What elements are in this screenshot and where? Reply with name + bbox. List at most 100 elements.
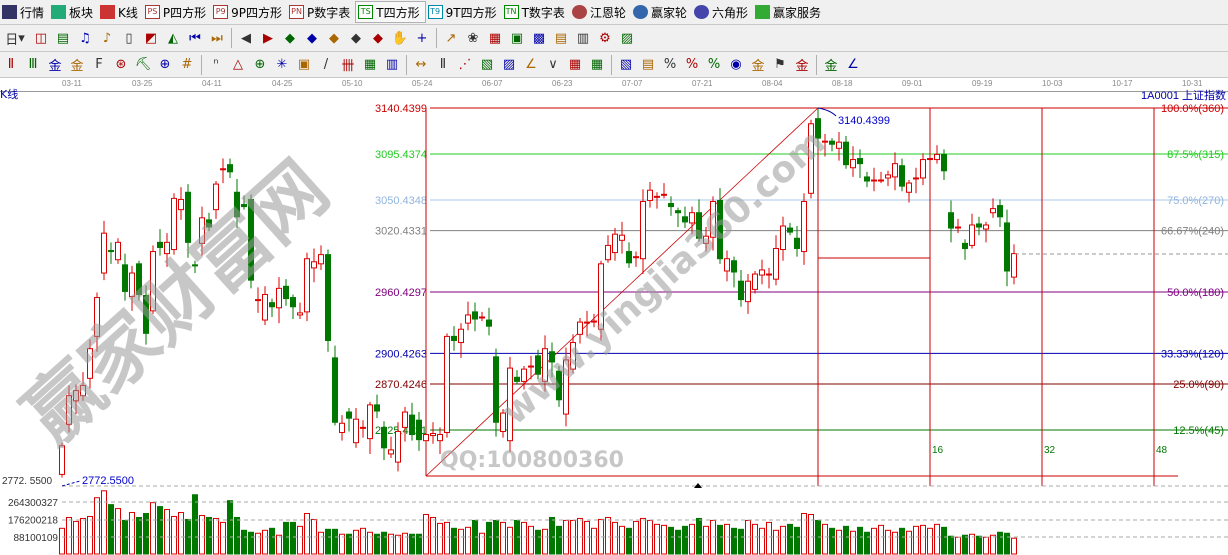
- parallel-icon[interactable]: Ⅲ: [28, 57, 38, 72]
- menu-t-number-table[interactable]: TN T数字表: [502, 1, 570, 23]
- menu-winner-wheel[interactable]: 赢家轮: [631, 1, 692, 23]
- slash-icon[interactable]: /: [323, 57, 329, 72]
- hash-icon[interactable]: #: [181, 57, 193, 72]
- date-tick-label: 08-04: [762, 79, 783, 88]
- bars9-icon[interactable]: ♪: [102, 30, 112, 46]
- circle-grid-icon[interactable]: ⊕: [159, 57, 171, 72]
- zigzag-icon[interactable]: ∨: [548, 57, 558, 72]
- expand-diamond-icon[interactable]: ◆: [329, 30, 339, 46]
- box-icon[interactable]: ▣: [297, 57, 311, 72]
- chart-icon[interactable]: ▦: [488, 30, 502, 46]
- hatch-icon[interactable]: ▧: [619, 57, 633, 72]
- menu-grid[interactable]: 行情: [0, 1, 49, 23]
- triangle-icon[interactable]: △: [233, 57, 243, 72]
- menu-gann-wheel[interactable]: 江恩轮: [570, 1, 631, 23]
- bars3-icon[interactable]: ♫: [79, 30, 91, 46]
- menu-dollar[interactable]: 赢家服务: [753, 1, 826, 23]
- volume-bar: [1011, 537, 1017, 555]
- gold3-icon[interactable]: 金: [824, 59, 838, 74]
- network-icon[interactable]: ⚙: [599, 30, 611, 46]
- target-icon[interactable]: ⊕: [254, 57, 266, 72]
- first-icon[interactable]: ⏮: [189, 30, 201, 46]
- candle-body: [703, 235, 709, 244]
- grid-b-icon[interactable]: ▦: [590, 57, 604, 72]
- fan-color-icon[interactable]: ◭: [168, 30, 178, 46]
- ruler-icon[interactable]: ▥: [385, 57, 399, 72]
- right-diamond-icon[interactable]: ◆: [307, 30, 317, 46]
- table-icon[interactable]: ▤: [641, 57, 655, 72]
- angle2-icon[interactable]: ∠: [847, 57, 859, 72]
- bracket-icon[interactable]: Ⅱ: [439, 57, 447, 72]
- candle-body: [913, 177, 919, 180]
- gold-icon[interactable]: 金: [48, 59, 62, 74]
- gold2-icon[interactable]: 金: [70, 59, 84, 74]
- grid-red-icon[interactable]: ▦: [363, 57, 377, 72]
- save-icon[interactable]: ▥: [576, 30, 590, 46]
- coin-icon[interactable]: ◉: [730, 57, 742, 72]
- pen-icon[interactable]: Ⅱ: [7, 57, 15, 72]
- next-icon[interactable]: ▶: [263, 30, 273, 46]
- menu-9p-square[interactable]: P9 9P四方形: [211, 1, 287, 23]
- crosshair-icon[interactable]: +: [416, 30, 428, 46]
- candle-body: [962, 242, 968, 249]
- menu-candles[interactable]: K线: [98, 1, 143, 23]
- menu-p-square[interactable]: PS P四方形: [143, 1, 211, 23]
- volume-bar: [66, 516, 72, 555]
- chart-style-icon[interactable]: ◩: [144, 30, 158, 46]
- fan-diag-icon[interactable]: ▨: [502, 57, 516, 72]
- angle-icon[interactable]: ∠: [525, 57, 537, 72]
- fan-icon[interactable]: ⋰: [458, 57, 472, 72]
- period-dropdown[interactable]: 日 ▾: [5, 30, 25, 48]
- star-icon[interactable]: ✳: [276, 57, 288, 72]
- window-icon[interactable]: ◫: [34, 30, 48, 46]
- left-diamond-icon[interactable]: ◆: [285, 30, 295, 46]
- volume-bar: [353, 529, 359, 555]
- grid-icon: [2, 5, 17, 19]
- percent-red-icon[interactable]: %: [663, 57, 677, 72]
- candle-body: [157, 241, 163, 248]
- volume-bar: [409, 533, 415, 555]
- prev-icon[interactable]: ◀: [241, 30, 251, 46]
- n2-icon[interactable]: ⁿ: [213, 57, 219, 72]
- volume-bar: [73, 520, 79, 555]
- shrink-diamond-icon[interactable]: ◆: [351, 30, 361, 46]
- print-icon[interactable]: ▨: [620, 30, 634, 46]
- volume-bar: [584, 520, 590, 555]
- calendar-icon[interactable]: ▣: [510, 30, 524, 46]
- candle: [192, 260, 198, 274]
- width-icon[interactable]: ↔: [415, 57, 427, 72]
- menu-label: T数字表: [521, 5, 565, 20]
- fan-box-icon[interactable]: ▧: [480, 57, 494, 72]
- candle: [941, 149, 947, 181]
- notepad-icon[interactable]: ▤: [56, 30, 70, 46]
- percent-line-icon[interactable]: %: [707, 57, 721, 72]
- figure-icon[interactable]: ❀: [467, 30, 479, 46]
- last-icon[interactable]: ⏭: [211, 30, 223, 46]
- menu-hexagon[interactable]: 六角形: [692, 1, 753, 23]
- center-diamond-icon[interactable]: ◆: [373, 30, 383, 46]
- menu-blocks[interactable]: 板块: [49, 1, 98, 23]
- up-icon[interactable]: 金: [795, 59, 809, 74]
- flag-icon[interactable]: ⚑: [774, 57, 786, 72]
- candle: [80, 372, 86, 401]
- pen-grid-icon[interactable]: ⛏: [134, 57, 152, 72]
- menu-t-square[interactable]: TS T四方形: [355, 1, 426, 23]
- candle-body: [360, 426, 366, 429]
- menu-p-number-table[interactable]: PN P数字表: [287, 1, 355, 23]
- grid-a-icon[interactable]: ▦: [568, 57, 582, 72]
- candle-icon[interactable]: ▯: [125, 30, 133, 46]
- gann-icon[interactable]: 卌: [341, 59, 355, 74]
- percent-icon[interactable]: %: [685, 57, 699, 72]
- spiral-icon[interactable]: ⊛: [115, 57, 127, 72]
- draw-line-icon[interactable]: ↗: [445, 30, 457, 46]
- hand-icon[interactable]: ✋: [391, 30, 409, 46]
- candle: [318, 245, 324, 270]
- candle: [248, 194, 254, 289]
- calculator-icon[interactable]: ▩: [532, 30, 546, 46]
- f-icon[interactable]: F: [95, 57, 103, 72]
- report-icon[interactable]: ▤: [554, 30, 568, 46]
- candle-body: [528, 365, 534, 368]
- menu-9t-square[interactable]: T9 9T四方形: [426, 1, 502, 23]
- gold-line-icon[interactable]: 金: [751, 59, 765, 74]
